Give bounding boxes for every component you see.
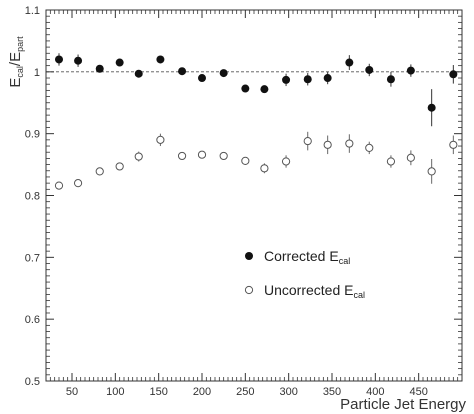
y-tick-label: 0.9 xyxy=(25,129,40,141)
data-point-uncorrected xyxy=(219,151,228,161)
data-point-corrected xyxy=(449,70,458,79)
data-point-corrected xyxy=(95,64,104,73)
data-point-corrected xyxy=(303,75,312,84)
data-point-corrected xyxy=(115,58,124,67)
series-corrected xyxy=(55,53,458,127)
data-point-corrected xyxy=(219,69,228,78)
x-tick-label: 250 xyxy=(236,386,254,398)
data-point-uncorrected xyxy=(73,179,83,188)
x-tick-label: 100 xyxy=(106,386,124,398)
data-point-uncorrected xyxy=(365,143,374,152)
data-point-corrected xyxy=(241,84,250,93)
data-point-uncorrected xyxy=(54,181,64,190)
data-point-uncorrected xyxy=(281,157,291,166)
data-point-corrected xyxy=(156,55,165,64)
data-point-corrected xyxy=(178,67,187,76)
data-point-corrected xyxy=(406,66,415,75)
data-point-uncorrected xyxy=(115,162,124,171)
y-tick-label: 0.7 xyxy=(25,252,40,264)
y-tick-label: 0.5 xyxy=(25,376,40,388)
y-tick-label: 1.1 xyxy=(25,5,40,17)
y-tick-label: 0.6 xyxy=(25,314,40,326)
x-tick-label: 200 xyxy=(193,386,211,398)
legend-marker-uncorrected xyxy=(244,285,254,295)
y-label-denominator-sub: part xyxy=(15,36,25,52)
data-point-corrected xyxy=(198,74,206,83)
data-point-uncorrected xyxy=(177,151,187,161)
data-point-uncorrected xyxy=(260,164,269,173)
data-point-uncorrected xyxy=(95,167,104,176)
axes: 0.5 0.6 0.7 0.8 0.9 1 1.1 50 100 150 200 250 300 350 4… xyxy=(25,5,463,398)
data-point-uncorrected xyxy=(197,150,207,159)
data-point-corrected xyxy=(74,56,83,65)
x-tick-label: 400 xyxy=(366,386,384,398)
svg-text:Ecal/Epart: Ecal/Epart xyxy=(7,36,25,88)
x-tick-label: 300 xyxy=(279,386,297,398)
data-point-uncorrected xyxy=(427,167,436,176)
y-label-numerator-sub: cal xyxy=(15,66,25,78)
y-tick-label: 1 xyxy=(34,67,40,79)
x-tick-label: 450 xyxy=(409,386,427,398)
data-point-corrected xyxy=(365,65,374,74)
data-point-uncorrected xyxy=(449,140,458,149)
data-point-corrected xyxy=(386,75,395,84)
data-point-corrected xyxy=(55,55,63,64)
legend: Corrected Ecal Uncorrected Ecal xyxy=(244,248,365,300)
data-point-corrected xyxy=(134,69,143,78)
data-point-corrected xyxy=(427,103,436,112)
data-point-uncorrected xyxy=(406,153,415,162)
data-point-corrected xyxy=(345,58,354,67)
y-axis-label: Ecal/Epart xyxy=(7,36,25,88)
data-point-uncorrected xyxy=(303,136,312,146)
y-tick-label: 0.8 xyxy=(25,191,40,203)
legend-marker-corrected xyxy=(245,252,253,260)
data-point-corrected xyxy=(260,85,269,94)
data-point-corrected xyxy=(323,74,332,83)
data-point-uncorrected xyxy=(345,139,354,148)
legend-label-corrected: Corrected Ecal xyxy=(264,248,350,266)
data-point-uncorrected xyxy=(241,156,250,165)
data-marks xyxy=(54,53,458,190)
data-point-uncorrected xyxy=(323,140,332,149)
x-tick-label: 150 xyxy=(149,386,167,398)
data-point-uncorrected xyxy=(156,135,165,144)
x-axis-label: Particle Jet Energy xyxy=(340,396,466,413)
series-uncorrected xyxy=(54,131,458,190)
y-label-denominator: E xyxy=(7,52,24,62)
data-point-corrected xyxy=(282,75,291,84)
data-point-uncorrected xyxy=(134,152,143,161)
x-tick-label: 50 xyxy=(66,386,78,398)
y-label-numerator: E xyxy=(7,78,24,88)
legend-label-uncorrected: Uncorrected Ecal xyxy=(264,282,365,300)
x-tick-label: 350 xyxy=(323,386,341,398)
data-point-uncorrected xyxy=(386,157,396,166)
